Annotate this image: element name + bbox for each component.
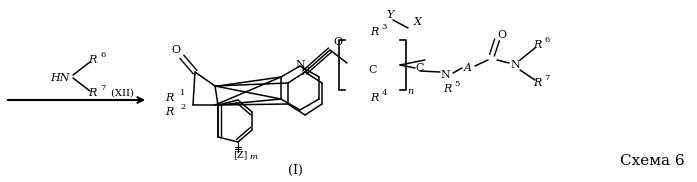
Text: Схема 6: Схема 6	[620, 154, 685, 168]
Text: R: R	[443, 84, 451, 94]
Text: R: R	[166, 107, 174, 117]
Text: R: R	[533, 40, 541, 50]
Text: C: C	[368, 65, 377, 75]
Text: N: N	[510, 60, 520, 70]
Text: O: O	[171, 45, 181, 55]
Text: R: R	[370, 27, 378, 37]
Text: R: R	[370, 93, 378, 103]
Text: 5: 5	[454, 80, 460, 88]
Text: O: O	[498, 30, 507, 40]
Text: 6: 6	[544, 36, 550, 44]
Text: R: R	[88, 55, 96, 65]
Text: R: R	[533, 78, 541, 88]
Text: A: A	[464, 63, 472, 73]
Text: [Z]: [Z]	[233, 151, 247, 159]
Text: HN: HN	[50, 73, 70, 83]
Text: (XII): (XII)	[108, 88, 134, 98]
Text: 6: 6	[100, 51, 106, 59]
Text: (I): (I)	[288, 163, 302, 177]
Text: N: N	[440, 70, 450, 80]
Text: N: N	[295, 60, 305, 70]
Text: Y: Y	[386, 10, 394, 20]
Text: R: R	[166, 93, 174, 103]
Text: N: N	[300, 67, 310, 77]
Text: R: R	[88, 88, 96, 98]
Text: C: C	[415, 63, 424, 73]
Text: 1: 1	[181, 89, 185, 97]
Text: O: O	[333, 37, 342, 47]
Text: n: n	[407, 88, 413, 96]
Text: m: m	[249, 153, 257, 161]
Text: X: X	[414, 17, 422, 27]
Text: 4: 4	[382, 89, 388, 97]
Text: 7: 7	[100, 84, 106, 92]
Text: 7: 7	[544, 74, 550, 82]
Text: 3: 3	[382, 23, 388, 31]
Text: 2: 2	[181, 103, 185, 111]
